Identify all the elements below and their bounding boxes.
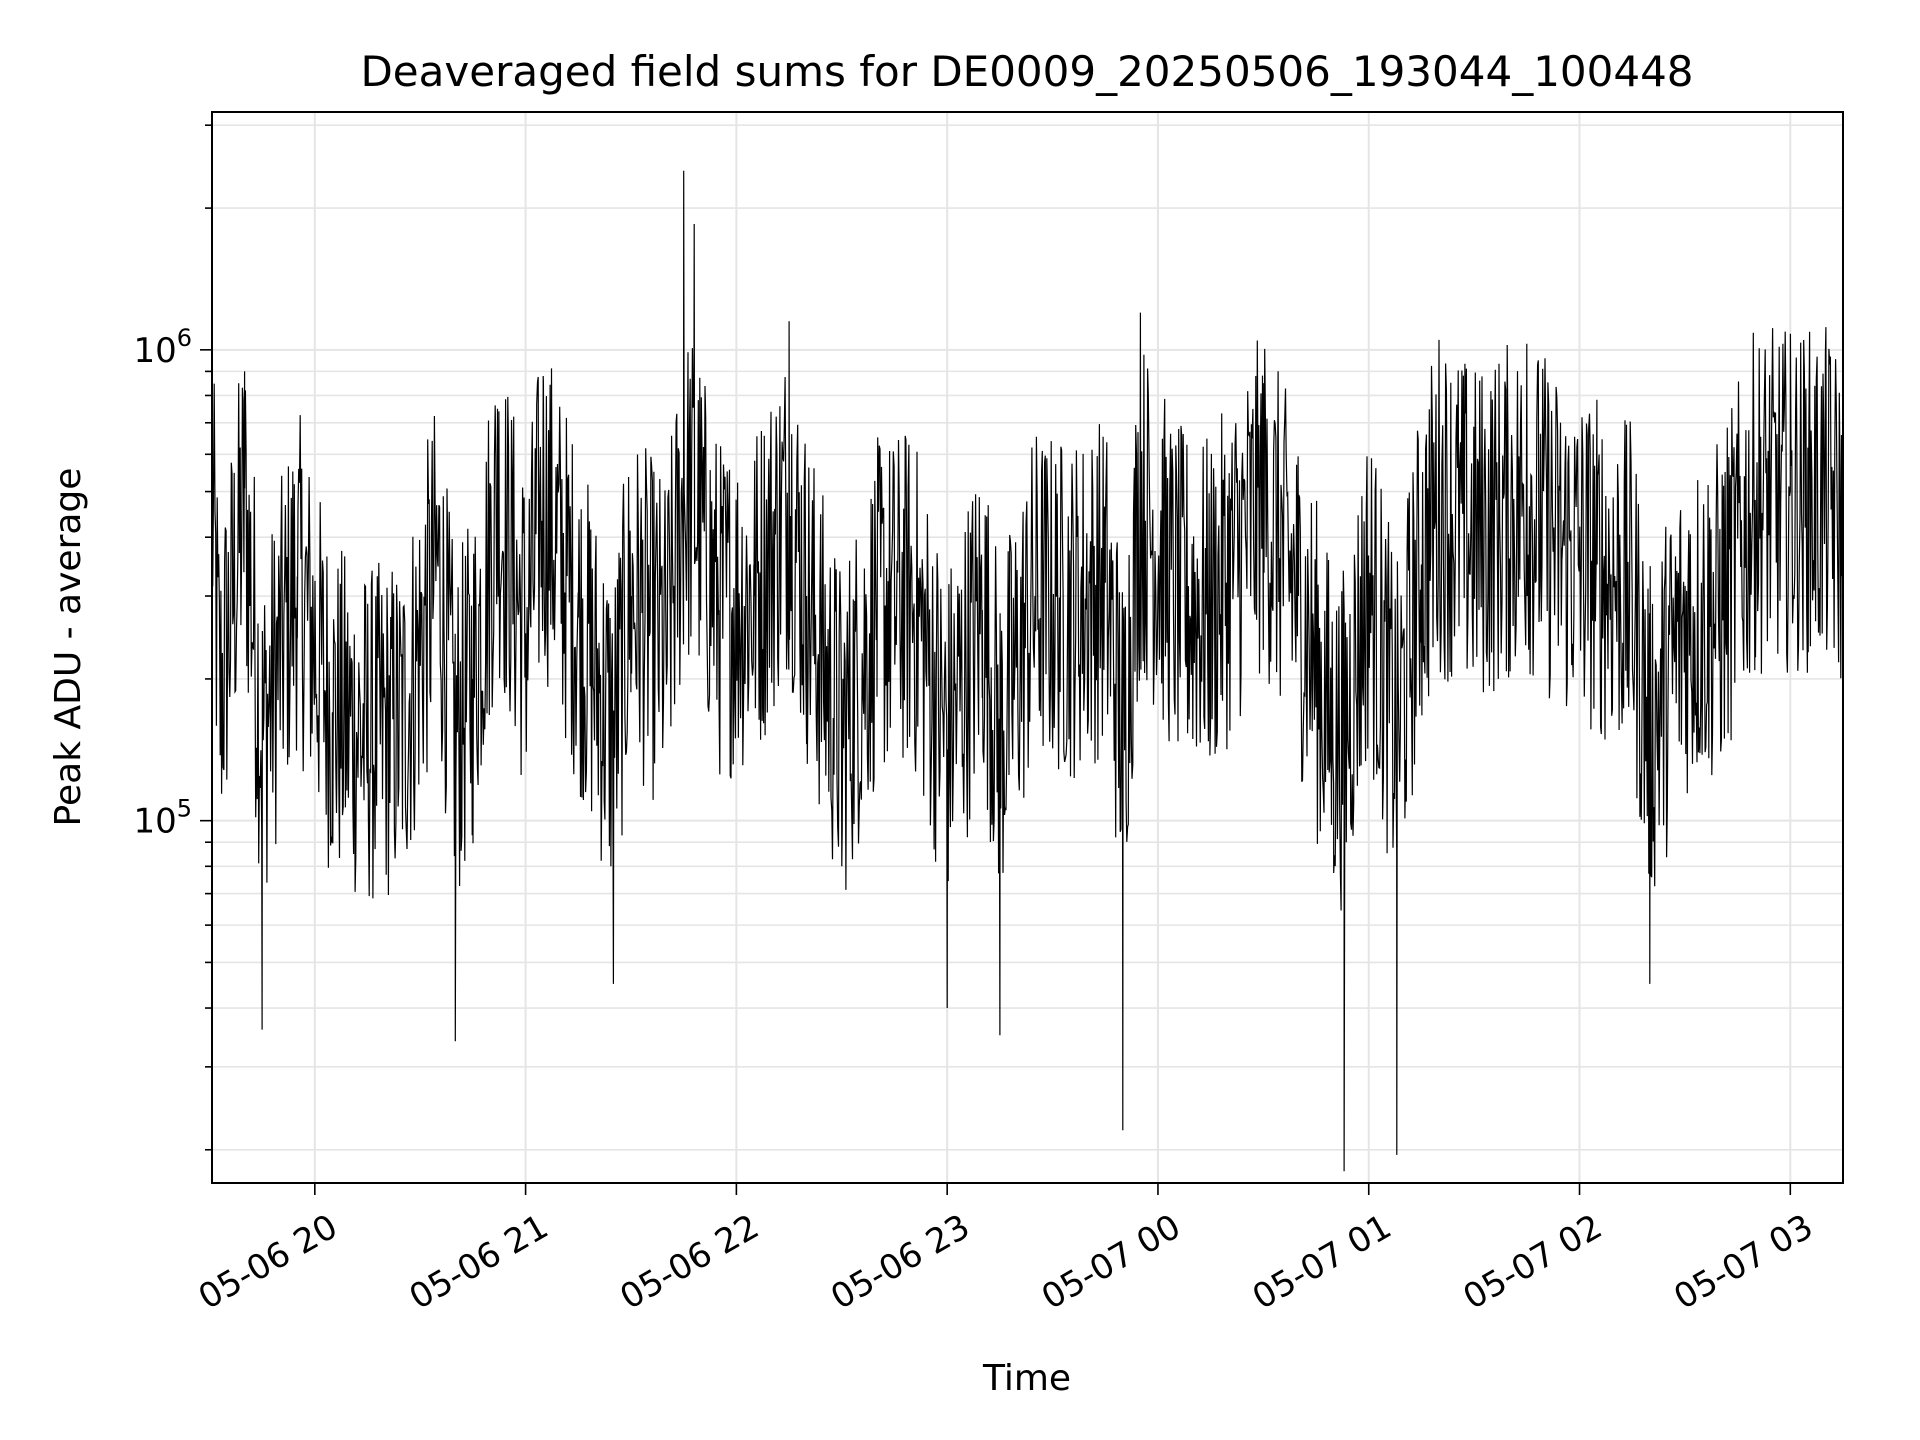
y-tick-label: 106	[133, 324, 192, 371]
x-tick-label: 05-06 21	[403, 1207, 555, 1318]
series-line	[211, 170, 1844, 1172]
plot-area-frame	[211, 111, 1844, 1184]
x-axis-label: Time	[982, 1358, 1071, 1399]
grid	[212, 112, 1843, 1183]
data-series	[211, 170, 1844, 1172]
y-axis-ticks: 105 106	[133, 124, 212, 1151]
x-tick-label: 05-07 03	[1667, 1207, 1819, 1318]
y-axis-label: Peak ADU - average	[48, 468, 89, 827]
x-tick-label: 05-07 01	[1246, 1207, 1398, 1318]
x-axis-ticks: 05-06 20 05-06 21 05-06 22 05-06 23 05-07 00…	[192, 1183, 1820, 1318]
x-tick-label: 05-06 22	[613, 1207, 765, 1318]
x-tick-label: 05-07 02	[1457, 1207, 1609, 1318]
chart-title: Deaveraged field sums for DE0009_2025050…	[360, 47, 1693, 96]
x-tick-label: 05-06 20	[192, 1207, 344, 1318]
x-tick-label: 05-06 23	[824, 1207, 976, 1318]
x-tick-label: 05-07 00	[1035, 1207, 1187, 1318]
y-tick-label: 105	[133, 795, 192, 842]
